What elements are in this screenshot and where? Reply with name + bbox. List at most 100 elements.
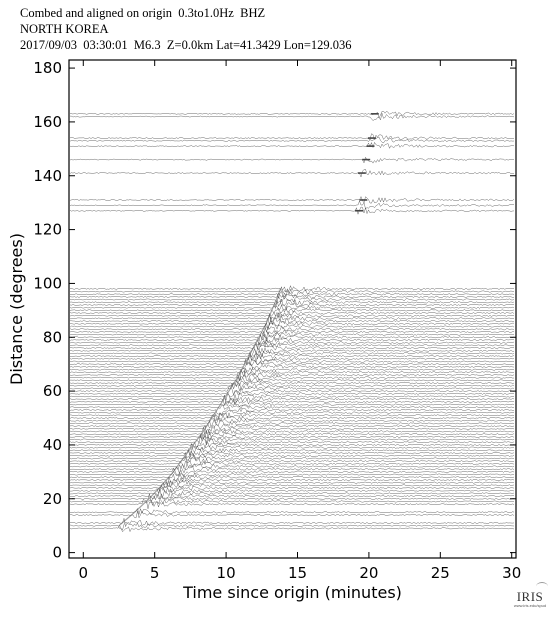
x-tick-label: 30: [502, 564, 521, 582]
seismogram-trace: [69, 348, 515, 358]
seismogram-trace: [69, 489, 515, 498]
plot-frame: [68, 59, 517, 559]
seismogram-trace: [69, 510, 515, 519]
y-tick-label: 20: [43, 490, 62, 508]
seismogram-trace: [69, 354, 515, 363]
seismogram-trace: [69, 325, 515, 334]
seismogram-trace: [69, 460, 515, 469]
seismogram-trace: [69, 466, 515, 475]
seismogram-trace: [69, 442, 515, 453]
y-axis-title: Distance (degrees): [7, 233, 26, 385]
seismogram-trace: [69, 336, 514, 346]
y-tick-label: 80: [43, 328, 62, 346]
y-tick-label: 180: [33, 59, 62, 77]
seismogram-trace: [69, 311, 515, 320]
seismogram-trace: [70, 448, 515, 458]
seismogram-trace: [69, 290, 515, 299]
seismogram-trace: [69, 310, 515, 318]
x-tick-label: 0: [79, 564, 89, 582]
seismogram-trace: [69, 478, 515, 488]
seismogram-trace: [69, 367, 515, 378]
seismogram-trace: [69, 406, 514, 415]
seismogram-trace: [69, 429, 515, 441]
y-tick-label: 0: [52, 544, 62, 562]
x-tick-label: 20: [359, 564, 378, 582]
seismogram-trace: [69, 518, 515, 528]
seismogram-trace: [69, 476, 515, 485]
y-tick-label: 40: [43, 436, 62, 454]
seismogram-trace: [69, 386, 515, 396]
y-tick-label: 100: [33, 274, 62, 292]
seismogram-trace: [69, 298, 515, 307]
seismogram-trace: [70, 285, 515, 296]
seismogram-trace: [69, 395, 515, 405]
seismogram-trace: [69, 284, 515, 293]
seismogram-trace: [69, 451, 515, 461]
seismogram-trace: [69, 200, 514, 210]
seismogram-trace: [69, 156, 514, 164]
seismogram-trace: [69, 306, 515, 314]
seismogram-trace: [70, 493, 515, 503]
iris-logo: IRIS www.iris.edu/spud: [510, 582, 550, 609]
seismogram-trace: [69, 327, 515, 338]
y-tick-label: 140: [33, 167, 62, 185]
seismogram-trace: [69, 492, 515, 500]
seismogram-trace: [69, 304, 515, 311]
seismogram-trace: [69, 141, 515, 149]
seismogram-trace: [69, 417, 515, 424]
seismogram-trace: [69, 445, 515, 456]
seismogram-trace: [69, 343, 515, 351]
seismogram-trace: [69, 339, 515, 346]
seismogram-trace: [69, 411, 515, 421]
seismogram-trace: [69, 467, 515, 476]
seismogram-trace: [69, 427, 515, 436]
x-axis-ticks: 0 5 10 15 20 25 30: [79, 60, 521, 582]
seismogram-trace: [69, 351, 515, 361]
seismogram-trace: [69, 372, 515, 382]
seismogram-trace: [69, 136, 515, 144]
x-axis-title: Time since origin (minutes): [182, 583, 402, 602]
seismogram-trace: [69, 435, 515, 444]
phase-arrivals: [118, 113, 379, 527]
seismogram-trace: [69, 454, 515, 461]
seismogram-trace: [69, 295, 515, 303]
seismogram-trace: [69, 480, 515, 492]
x-tick-label: 10: [217, 564, 236, 582]
seismogram-trace: [70, 313, 515, 323]
seismogram-trace: [69, 482, 515, 493]
seismogram-trace: [69, 473, 515, 482]
seismogram-trace: [69, 357, 515, 366]
seismogram-trace: [69, 432, 515, 440]
seismogram-trace: [69, 346, 515, 355]
seismogram-trace: [69, 195, 515, 204]
seismogram-trace: [69, 442, 515, 449]
seismogram-trace: [69, 462, 515, 471]
p-wave-arrival-line: [118, 288, 281, 527]
seismogram-trace: [69, 400, 515, 408]
seismogram-trace: [69, 398, 515, 406]
seismogram-trace: [70, 486, 515, 495]
logo-text: IRIS: [516, 589, 544, 604]
seismogram-trace: [69, 409, 515, 418]
seismogram-trace: [69, 380, 515, 390]
seismogram-trace: [69, 321, 515, 330]
seismogram-trace: [69, 393, 515, 402]
seismogram-trace: [69, 110, 515, 119]
seismogram-trace: [69, 524, 515, 533]
seismogram-trace: [69, 470, 515, 478]
x-tick-label: 5: [150, 564, 160, 582]
seismogram-traces: [69, 110, 515, 533]
seismogram-trace: [69, 424, 515, 435]
seismogram-trace: [70, 376, 515, 384]
seismogram-trace: [69, 390, 515, 398]
logo-subtext: www.iris.edu/spud: [513, 603, 547, 608]
seismogram-trace: [69, 507, 515, 516]
header-line-2: NORTH KOREA: [20, 22, 109, 36]
seismogram-trace: [69, 418, 515, 428]
seismogram-trace: [69, 362, 515, 371]
seismogram-trace: [70, 112, 515, 121]
seismogram-trace: [69, 333, 515, 343]
seismogram-trace: [69, 456, 515, 465]
seismogram-trace: [69, 498, 515, 507]
